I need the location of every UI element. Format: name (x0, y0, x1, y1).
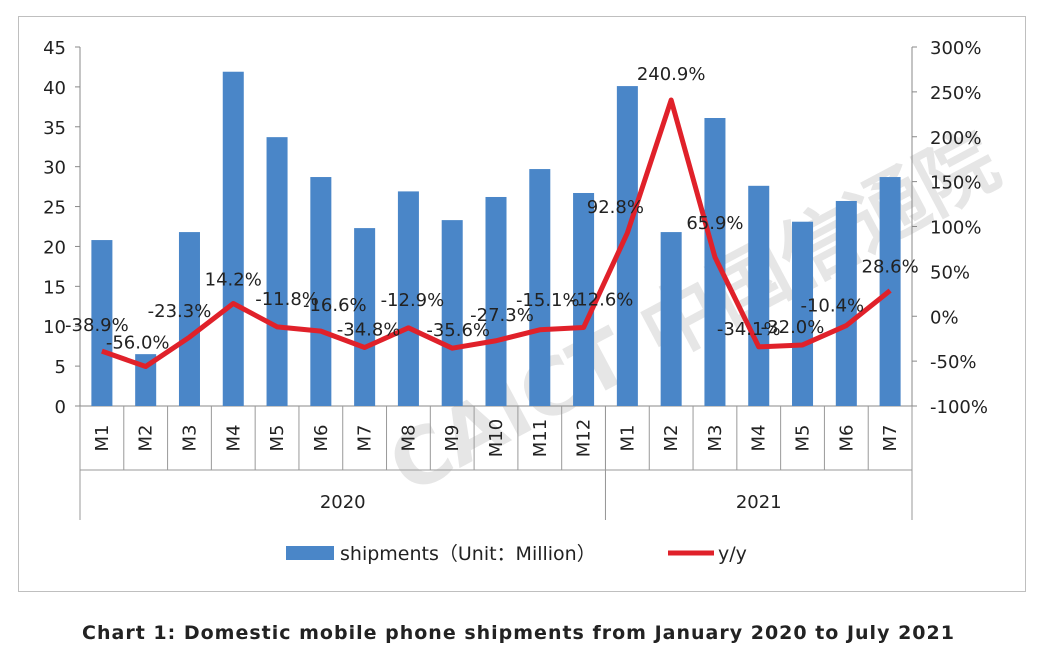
yy-line (101, 97, 892, 370)
right-tick-label: 150% (930, 173, 981, 194)
bar (310, 177, 332, 406)
group-label: 2020 (320, 492, 366, 513)
data-label: -12.9% (381, 290, 445, 311)
category-label: M6 (311, 425, 332, 452)
bar (441, 220, 463, 406)
data-label: 28.6% (862, 257, 919, 278)
data-label: 240.9% (637, 64, 706, 85)
left-tick-label: 40 (43, 78, 66, 99)
data-label: -16.6% (303, 295, 367, 316)
right-tick-label: 200% (930, 128, 981, 149)
data-label: 65.9% (686, 213, 743, 234)
data-label: -15.1% (516, 290, 580, 311)
bar (266, 137, 288, 406)
data-label: -12.6% (570, 290, 634, 311)
data-label: -56.0% (106, 333, 170, 354)
category-label: M4 (223, 425, 244, 452)
bar (792, 221, 814, 406)
bar (222, 71, 244, 406)
left-tick-label: 15 (43, 277, 66, 298)
category-label: M8 (398, 425, 419, 452)
left-tick-label: 5 (55, 357, 66, 378)
bar (573, 192, 595, 406)
bar (660, 232, 682, 406)
category-label: M5 (793, 425, 814, 452)
bar (91, 240, 113, 406)
category-label: M7 (355, 425, 376, 452)
legend-line-label: y/y (718, 543, 747, 565)
data-label: -27.3% (470, 305, 534, 326)
legend-bar-label: shipments（Unit：Million） (340, 543, 596, 565)
legend-bar-swatch (286, 546, 334, 560)
data-label: 92.8% (587, 197, 644, 218)
left-tick-label: 35 (43, 118, 66, 139)
bar (748, 185, 770, 406)
bar (178, 232, 200, 406)
right-tick-label: 300% (930, 38, 981, 59)
combo-chart: CAICT 中国信通院051015202530354045-100%-50%0%… (43, 38, 1013, 565)
left-tick-label: 20 (43, 237, 66, 258)
bar (616, 86, 638, 406)
right-tick-label: -50% (930, 352, 977, 373)
right-tick-label: 250% (930, 83, 981, 104)
data-label: -23.3% (148, 301, 212, 322)
data-label: 14.2% (205, 270, 262, 291)
category-label: M11 (530, 419, 551, 457)
data-label: -38.9% (65, 315, 129, 336)
right-tick-label: 50% (930, 262, 970, 283)
category-label: M2 (661, 425, 682, 452)
data-label: -35.6% (426, 320, 490, 341)
left-tick-label: 0 (55, 397, 66, 418)
category-label: M2 (136, 425, 157, 452)
group-label: 2021 (736, 492, 782, 513)
category-label: M4 (749, 425, 770, 452)
right-tick-label: 0% (930, 307, 959, 328)
category-label: M9 (442, 425, 463, 452)
left-tick-label: 25 (43, 198, 66, 219)
category-label: M5 (267, 425, 288, 452)
data-label: -10.4% (800, 296, 864, 317)
category-label: M7 (880, 425, 901, 452)
category-label: M1 (92, 425, 113, 452)
data-label: -11.8% (255, 289, 319, 310)
data-label: -32.0% (761, 317, 825, 338)
bar (529, 169, 551, 406)
left-tick-label: 30 (43, 158, 66, 179)
left-tick-label: 10 (43, 317, 66, 338)
right-tick-label: -100% (930, 397, 988, 418)
category-label: M6 (836, 425, 857, 452)
left-tick-label: 45 (43, 38, 66, 59)
category-label: M12 (574, 419, 595, 457)
bar (835, 200, 857, 406)
chart-frame (18, 16, 1026, 592)
category-label: M3 (705, 425, 726, 452)
category-label: M10 (486, 419, 507, 457)
bar (354, 228, 376, 406)
bar (397, 191, 419, 406)
data-label: -34.1% (717, 319, 781, 340)
chart-caption: Chart 1: Domestic mobile phone shipments… (82, 622, 955, 644)
category-label: M3 (179, 425, 200, 452)
data-label: -34.8% (337, 319, 401, 340)
bar (485, 196, 507, 406)
category-label: M1 (617, 425, 638, 452)
right-tick-label: 100% (930, 218, 981, 239)
